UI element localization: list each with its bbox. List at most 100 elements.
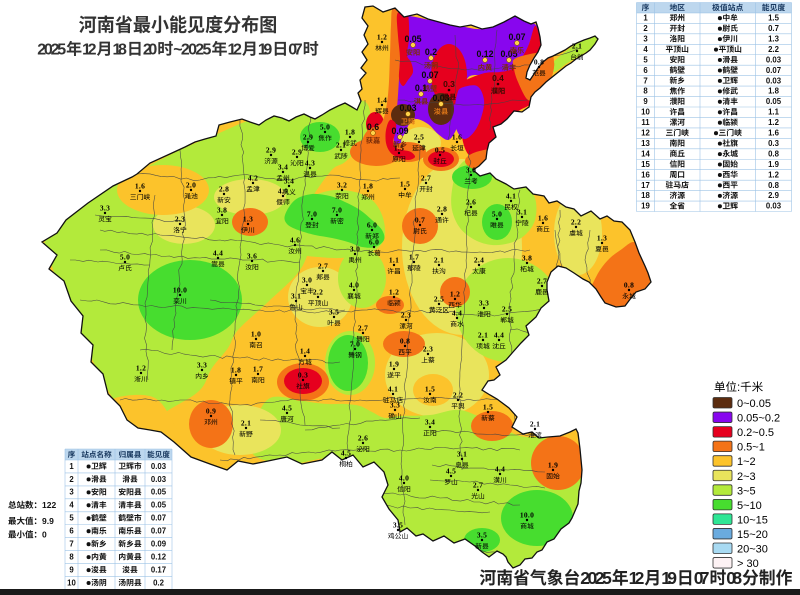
svg-text:2.1: 2.1	[434, 256, 444, 265]
svg-text:0.17: 0.17	[151, 565, 166, 574]
svg-text:1.2: 1.2	[136, 364, 146, 373]
svg-text:2025: 2025	[37, 42, 66, 59]
svg-text:4.6: 4.6	[290, 236, 300, 245]
svg-text:0.07: 0.07	[151, 527, 166, 536]
svg-text:0.5: 0.5	[435, 146, 445, 155]
svg-text:08: 08	[726, 568, 742, 588]
svg-text:1.4: 1.4	[377, 96, 387, 105]
svg-text:2.1: 2.1	[336, 141, 346, 150]
svg-text:2.9: 2.9	[292, 148, 302, 157]
svg-text:16: 16	[641, 170, 650, 179]
svg-text:2.4: 2.4	[474, 256, 484, 265]
svg-text:1.2: 1.2	[768, 118, 780, 127]
svg-text::: :	[737, 382, 740, 394]
svg-text:2.2: 2.2	[571, 218, 581, 227]
svg-text:9: 9	[69, 565, 74, 574]
svg-text:2.9: 2.9	[266, 146, 276, 155]
svg-text:0.03: 0.03	[766, 55, 782, 64]
svg-text:2.1: 2.1	[572, 42, 582, 51]
svg-text:4.5: 4.5	[446, 467, 456, 476]
svg-text:11: 11	[641, 118, 650, 127]
svg-text:2.2: 2.2	[453, 391, 463, 400]
svg-text:19: 19	[641, 202, 650, 211]
svg-text:1.9: 1.9	[389, 360, 399, 369]
svg-text:0.8: 0.8	[624, 281, 634, 290]
svg-text:4.4: 4.4	[494, 331, 504, 340]
svg-text:2.2: 2.2	[313, 288, 323, 297]
svg-text:5~10: 5~10	[737, 500, 762, 512]
svg-text:07: 07	[288, 42, 302, 59]
svg-text:18: 18	[113, 42, 127, 59]
svg-text:0.05: 0.05	[151, 501, 167, 510]
svg-text:13: 13	[641, 139, 650, 148]
svg-text:3.5: 3.5	[393, 521, 403, 530]
svg-text:1.2: 1.2	[768, 170, 780, 179]
svg-text:2.8: 2.8	[437, 205, 447, 214]
svg-text:3.1: 3.1	[291, 292, 301, 301]
svg-text:1.8: 1.8	[363, 182, 373, 191]
svg-text:0.8: 0.8	[768, 149, 780, 158]
svg-text:7: 7	[643, 76, 647, 85]
svg-text:2.5: 2.5	[414, 133, 424, 142]
svg-text:7.0: 7.0	[307, 210, 317, 219]
svg-text:0: 0	[42, 530, 47, 540]
svg-text:1.2: 1.2	[450, 290, 460, 299]
svg-text:15: 15	[641, 160, 650, 169]
svg-text:0.5~1: 0.5~1	[737, 442, 765, 454]
svg-text:2.1: 2.1	[241, 419, 251, 428]
svg-text:1.4: 1.4	[300, 347, 310, 356]
svg-text:1.6: 1.6	[452, 133, 462, 142]
svg-text:1.9: 1.9	[768, 160, 780, 169]
svg-text:0.09: 0.09	[151, 540, 167, 549]
svg-text:9.9: 9.9	[42, 516, 54, 526]
svg-text:4.3: 4.3	[305, 159, 315, 168]
svg-text:5: 5	[643, 55, 648, 64]
svg-text:0.05~0.2: 0.05~0.2	[737, 413, 780, 425]
svg-text:1.7: 1.7	[253, 365, 263, 374]
svg-text:0.03: 0.03	[766, 202, 782, 211]
svg-text:1.6: 1.6	[538, 214, 548, 223]
svg-text:2.6: 2.6	[358, 434, 368, 443]
svg-text:0.07: 0.07	[766, 66, 781, 75]
svg-text:2.3: 2.3	[423, 345, 433, 354]
svg-text:0.03: 0.03	[151, 462, 167, 471]
svg-text:4.4: 4.4	[213, 249, 223, 258]
svg-text:0.1: 0.1	[415, 83, 427, 93]
svg-text:7: 7	[69, 540, 73, 549]
svg-text:4.4: 4.4	[495, 465, 505, 474]
svg-text:9: 9	[643, 97, 648, 106]
svg-text:1.7: 1.7	[409, 253, 419, 262]
svg-text:0.2: 0.2	[153, 578, 165, 587]
svg-text:07: 07	[694, 568, 710, 588]
svg-text:1.3: 1.3	[243, 215, 253, 224]
svg-text:0.05: 0.05	[500, 49, 517, 59]
svg-text:0.07: 0.07	[508, 32, 525, 42]
svg-text:~2025: ~2025	[173, 42, 211, 59]
svg-text:1.6: 1.6	[135, 182, 145, 191]
svg-text:0.3: 0.3	[768, 139, 780, 148]
svg-text:10.0: 10.0	[173, 286, 187, 295]
svg-text:0.12: 0.12	[476, 49, 493, 59]
svg-text:18: 18	[641, 191, 650, 200]
svg-text:0.05: 0.05	[766, 97, 782, 106]
svg-text:3.1: 3.1	[457, 450, 467, 459]
svg-text:1.1: 1.1	[768, 108, 780, 117]
svg-text:1.5: 1.5	[400, 180, 410, 189]
svg-text:2.7: 2.7	[318, 262, 328, 271]
svg-text:3.2: 3.2	[337, 181, 347, 190]
svg-text:2.1: 2.1	[478, 331, 488, 340]
svg-text:12: 12	[629, 568, 645, 588]
svg-text:0.7: 0.7	[415, 216, 425, 225]
svg-text:1: 1	[69, 462, 74, 471]
svg-text:4.1: 4.1	[388, 385, 398, 394]
svg-text:10: 10	[67, 578, 76, 587]
svg-text:0.03: 0.03	[432, 93, 449, 103]
svg-text:0.8: 0.8	[534, 58, 544, 67]
svg-text:2.7: 2.7	[358, 324, 368, 333]
svg-text:3.3: 3.3	[197, 361, 207, 370]
svg-text:3.3: 3.3	[390, 401, 400, 410]
svg-text:1.8: 1.8	[345, 128, 355, 137]
svg-text:5.0: 5.0	[492, 210, 502, 219]
svg-text:3.0: 3.0	[466, 166, 476, 175]
svg-text:3.3: 3.3	[479, 299, 489, 308]
